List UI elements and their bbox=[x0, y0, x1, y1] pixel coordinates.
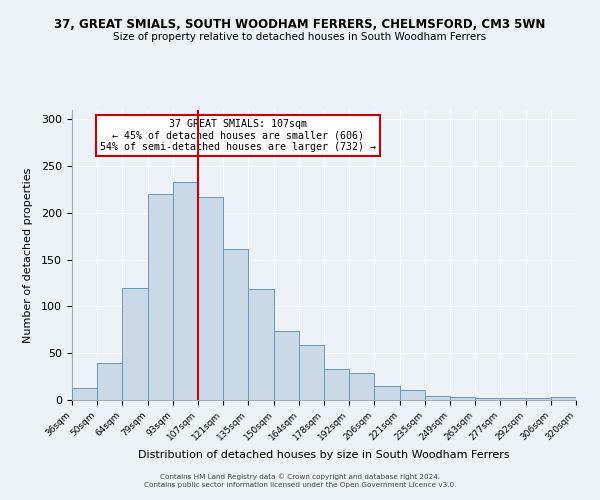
Bar bbox=[324, 369, 349, 400]
Text: Size of property relative to detached houses in South Woodham Ferrers: Size of property relative to detached ho… bbox=[113, 32, 487, 42]
Bar bbox=[148, 194, 173, 400]
Bar bbox=[173, 182, 198, 400]
Bar bbox=[274, 331, 299, 400]
Bar bbox=[349, 373, 374, 400]
Bar bbox=[198, 197, 223, 400]
Bar bbox=[500, 398, 526, 400]
Text: Contains HM Land Registry data © Crown copyright and database right 2024.
Contai: Contains HM Land Registry data © Crown c… bbox=[144, 474, 456, 488]
Bar bbox=[223, 250, 248, 400]
Bar bbox=[374, 386, 400, 400]
Y-axis label: Number of detached properties: Number of detached properties bbox=[23, 168, 33, 342]
Bar bbox=[248, 288, 274, 400]
Text: 37, GREAT SMIALS, SOUTH WOODHAM FERRERS, CHELMSFORD, CM3 5WN: 37, GREAT SMIALS, SOUTH WOODHAM FERRERS,… bbox=[55, 18, 545, 30]
Bar bbox=[551, 397, 576, 400]
Text: 37 GREAT SMIALS: 107sqm
← 45% of detached houses are smaller (606)
54% of semi-d: 37 GREAT SMIALS: 107sqm ← 45% of detache… bbox=[100, 118, 376, 152]
Bar bbox=[400, 390, 425, 400]
Bar bbox=[425, 396, 450, 400]
Bar bbox=[97, 362, 122, 400]
Bar bbox=[475, 398, 500, 400]
X-axis label: Distribution of detached houses by size in South Woodham Ferrers: Distribution of detached houses by size … bbox=[138, 450, 510, 460]
Bar bbox=[450, 397, 475, 400]
Bar bbox=[526, 398, 551, 400]
Bar bbox=[72, 388, 97, 400]
Bar bbox=[122, 288, 148, 400]
Bar bbox=[299, 345, 324, 400]
